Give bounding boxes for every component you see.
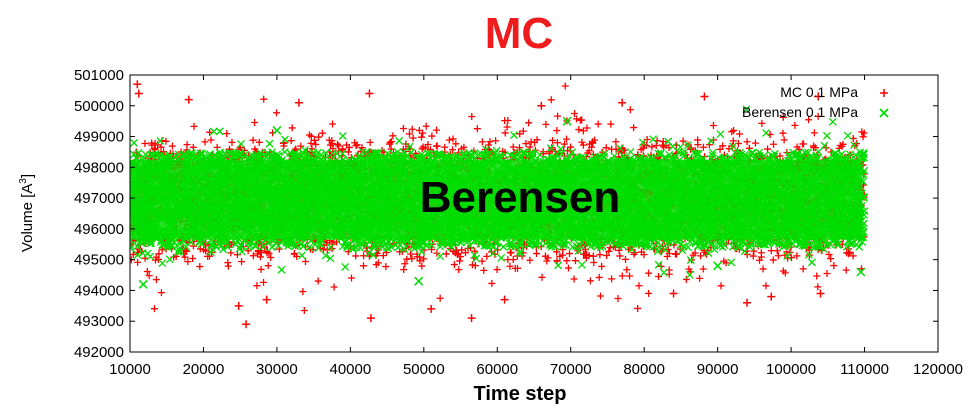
data-point: [133, 80, 142, 89]
data-point: [184, 95, 193, 104]
y-tick-label: 496000: [74, 221, 124, 238]
legend-label-berensen: Berensen 0.1 MPa: [742, 104, 858, 120]
x-tick-label: 10000: [109, 361, 151, 378]
data-point: [366, 314, 375, 323]
data-point: [234, 301, 243, 310]
legend-marker-berensen: [879, 108, 889, 118]
y-axis-title-end: ]: [19, 174, 36, 178]
x-tick-label: 70000: [550, 361, 592, 378]
legend-label-mc: MC 0.1 MPa: [780, 84, 858, 100]
x-tick-label: 40000: [330, 361, 372, 378]
y-axis-title-main: Volume [A: [19, 184, 36, 252]
x-tick-label: 110000: [840, 361, 889, 378]
data-point: [856, 267, 866, 277]
data-point: [272, 125, 282, 135]
x-tick-label: 90000: [697, 361, 739, 378]
x-axis-title: Time step: [474, 383, 567, 405]
data-point: [467, 314, 476, 323]
data-point: [242, 320, 251, 329]
y-tick-label: 493000: [74, 313, 124, 330]
x-tick-label: 20000: [183, 361, 225, 378]
y-tick-label: 501000: [74, 67, 124, 84]
data-point: [669, 289, 678, 298]
data-point: [814, 92, 823, 101]
data-point: [365, 89, 374, 98]
data-point: [700, 92, 709, 101]
y-tick-label: 494000: [74, 282, 124, 299]
y-tick-label: 498000: [74, 159, 124, 176]
y-axis-title: Volume [A3]: [18, 174, 36, 252]
legend: MC 0.1 MPa Berensen 0.1 MPa: [742, 84, 889, 120]
y-tick-label: 492000: [74, 344, 124, 361]
data-point: [294, 98, 303, 107]
x-tick-label: 120000: [913, 361, 963, 378]
y-tick-label: 500000: [74, 98, 124, 115]
data-point: [743, 298, 752, 307]
data-point: [427, 304, 436, 313]
x-tick-label: 80000: [623, 361, 665, 378]
x-axis: 10000 20000 30000 40000 50000 60000 70000 80000…: [109, 75, 963, 378]
data-point: [414, 276, 424, 286]
berensen-dense-core: [130, 159, 863, 240]
points-layer: [130, 80, 869, 329]
data-point: [134, 89, 143, 98]
data-point: [262, 295, 271, 304]
y-axis-title-sup: 3: [18, 178, 29, 184]
x-tick-label: 60000: [476, 361, 518, 378]
data-point: [767, 292, 776, 301]
data-point: [138, 279, 148, 289]
chart-title: MC: [485, 9, 553, 58]
y-tick-label: 499000: [74, 129, 124, 146]
data-point: [713, 261, 723, 271]
x-tick-label: 50000: [403, 361, 445, 378]
plot-frame: [129, 74, 939, 353]
data-point: [618, 98, 627, 107]
data-point: [562, 116, 572, 126]
y-tick-label: 495000: [74, 252, 124, 269]
y-axis: 492000 493000 494000 495000 496000 497000 4980…: [74, 67, 938, 361]
x-tick-label: 100000: [766, 361, 816, 378]
x-tick-label: 30000: [256, 361, 298, 378]
legend-marker-mc: [880, 89, 888, 97]
y-tick-label: 497000: [74, 190, 124, 207]
berensen-annotation: Berensen: [420, 173, 621, 222]
data-point: [500, 295, 509, 304]
data-point: [537, 101, 546, 110]
data-point: [816, 289, 825, 298]
